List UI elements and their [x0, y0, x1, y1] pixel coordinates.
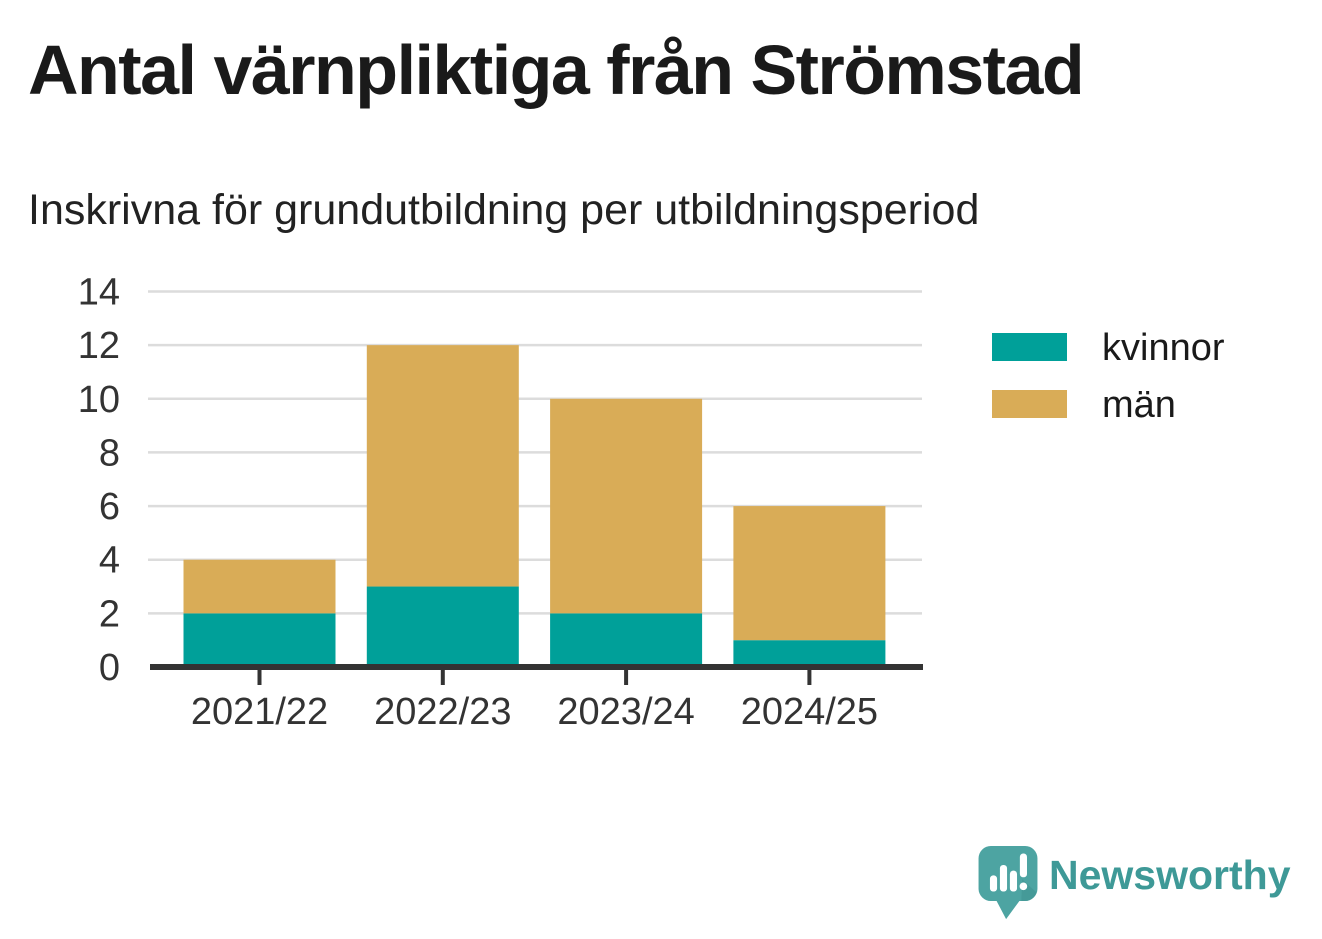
y-tick-label-2: 2 — [99, 593, 120, 635]
legend-swatch-kvinnor — [992, 333, 1067, 361]
x-tick-label-2024-25: 2024/25 — [741, 691, 878, 733]
legend-label-män: män — [1102, 384, 1176, 426]
newsworthy-logo: Newsworthy — [977, 845, 1291, 921]
y-tick-label-12: 12 — [78, 325, 120, 367]
bar-segment-män-2024-25 — [733, 506, 886, 641]
x-tick-label-2023-24: 2023/24 — [557, 691, 694, 733]
x-tick-label-2021-22: 2021/22 — [191, 691, 328, 733]
y-tick-label-6: 6 — [99, 486, 120, 528]
y-tick-label-14: 14 — [78, 272, 120, 314]
bar-segment-män-2023-24 — [550, 398, 703, 614]
chart-title: Antal värnpliktiga från Strömstad — [28, 31, 1085, 109]
bar-segment-män-2022-23 — [366, 345, 519, 587]
newsworthy-logo-icon — [978, 845, 1038, 920]
logo-bar-medium — [1009, 870, 1018, 892]
bar-segment-kvinnor-2021-22 — [183, 613, 336, 667]
y-tick-label-10: 10 — [78, 379, 120, 421]
y-tick-label-0: 0 — [99, 647, 120, 689]
stacked-bar-chart: 0 2 4 6 8 10 12 14 2021/22 2022/23 2023/24 2024/25 k… — [78, 272, 1225, 734]
y-tick-label-8: 8 — [99, 432, 120, 474]
logo-exclamation-bar — [1019, 853, 1027, 878]
legend-label-kvinnor: kvinnor — [1102, 327, 1225, 369]
logo-exclamation-dot — [1019, 882, 1028, 891]
bar-segment-kvinnor-2023-24 — [550, 613, 703, 667]
bar-segment-män-2021-22 — [183, 559, 336, 614]
logo-bar-tall — [999, 864, 1008, 892]
newsworthy-logo-text: Newsworthy — [1049, 852, 1291, 898]
bar-segment-kvinnor-2024-25 — [733, 640, 886, 667]
bar-segment-kvinnor-2022-23 — [366, 586, 519, 667]
logo-bar-short — [989, 875, 998, 892]
legend-swatch-män — [992, 390, 1067, 418]
y-tick-label-4: 4 — [99, 540, 120, 582]
x-tick-label-2022-23: 2022/23 — [374, 691, 511, 733]
chart-subtitle: Inskrivna för grundutbildning per utbild… — [28, 186, 980, 234]
